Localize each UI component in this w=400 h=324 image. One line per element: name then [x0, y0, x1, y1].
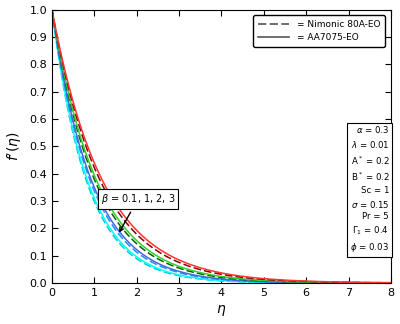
Legend: = Nimonic 80A-EO, = AA7075-EO: = Nimonic 80A-EO, = AA7075-EO	[253, 16, 385, 47]
Text: $\beta$ = 0.1, 1, 2, 3: $\beta$ = 0.1, 1, 2, 3	[101, 192, 175, 231]
Text: $\alpha$ = 0.3
$\lambda$ = 0.01
A$^*$ = 0.2
B$^*$ = 0.2
Sc = 1
$\sigma$ = 0.15
P: $\alpha$ = 0.3 $\lambda$ = 0.01 A$^*$ = …	[350, 124, 389, 254]
Y-axis label: $f'(\eta)$: $f'(\eta)$	[6, 132, 24, 161]
X-axis label: $\eta$: $\eta$	[216, 304, 226, 318]
